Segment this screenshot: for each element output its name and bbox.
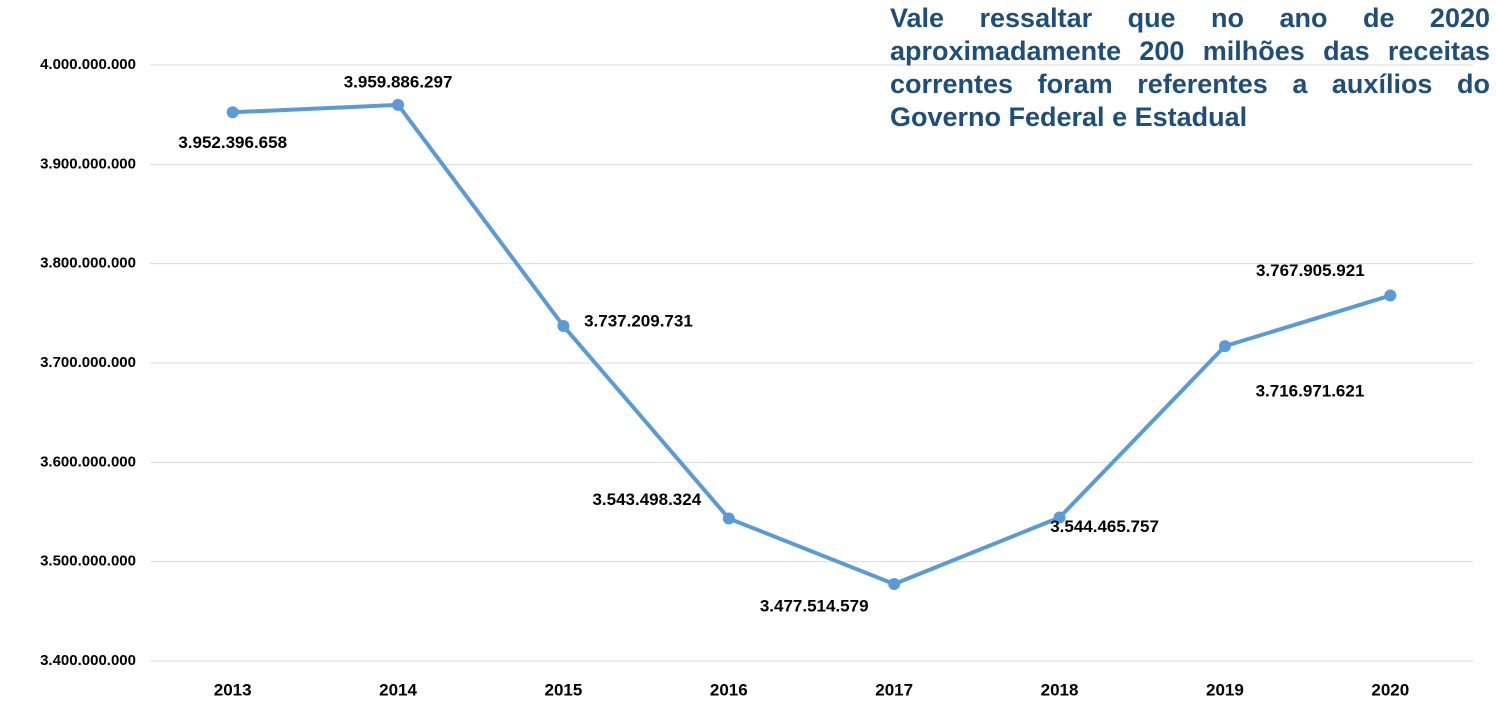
x-tick-label: 2020 [1371, 680, 1409, 699]
y-tick-label: 3.700.000.000 [40, 354, 136, 371]
x-tick-label: 2013 [214, 680, 252, 699]
x-tick-label: 2014 [379, 680, 417, 699]
y-tick-label: 4.000.000.000 [40, 56, 136, 73]
x-tick-label: 2019 [1206, 680, 1244, 699]
data-label: 3.716.971.621 [1256, 382, 1365, 401]
x-tick-label: 2017 [875, 680, 913, 699]
data-label: 3.737.209.731 [584, 312, 693, 331]
y-tick-label: 3.800.000.000 [40, 255, 136, 272]
x-tick-label: 2018 [1041, 680, 1079, 699]
data-label: 3.544.465.757 [1050, 517, 1159, 536]
y-tick-label: 3.900.000.000 [40, 155, 136, 172]
point [722, 512, 735, 525]
point [888, 578, 901, 591]
data-label: 3.959.886.297 [344, 72, 453, 91]
y-tick-label: 3.600.000.000 [40, 453, 136, 470]
data-label: 3.952.396.658 [178, 133, 287, 152]
data-label: 3.767.905.921 [1256, 261, 1365, 280]
point [1053, 511, 1066, 524]
y-tick-label: 3.500.000.000 [40, 553, 136, 570]
data-label: 3.477.514.579 [760, 596, 869, 615]
point [1218, 340, 1231, 353]
point [557, 320, 570, 333]
point [392, 98, 405, 111]
x-tick-label: 2016 [710, 680, 748, 699]
line [232, 102, 1391, 587]
point [226, 106, 239, 119]
annotation: Vale ressaltar que no ano de 2020 aproxi… [890, 3, 1490, 132]
y-tick-label: 3.400.000.000 [40, 652, 136, 669]
data-label: 3.543.498.324 [592, 490, 701, 509]
point [1384, 289, 1397, 302]
x-tick-label: 2015 [545, 680, 583, 699]
